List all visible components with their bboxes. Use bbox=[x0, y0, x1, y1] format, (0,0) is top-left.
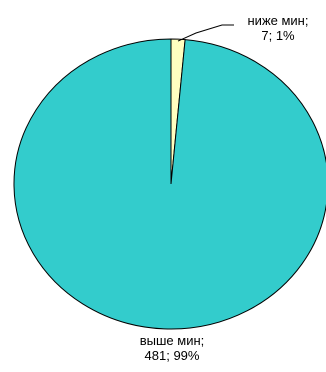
above-min-value-label: 481; 99% bbox=[144, 348, 200, 363]
below-min-leader-line bbox=[177, 24, 234, 42]
below-min-value-label: 7; 1% bbox=[261, 28, 295, 43]
below-min-data-label: ниже мин; 7; 1% bbox=[232, 13, 324, 43]
above-min-name-label: выше мин; bbox=[139, 333, 205, 348]
below-min-name-label: ниже мин; bbox=[247, 13, 309, 28]
pie-slice-above-min bbox=[13, 38, 326, 330]
above-min-data-label: выше мин; 481; 99% bbox=[126, 333, 218, 363]
